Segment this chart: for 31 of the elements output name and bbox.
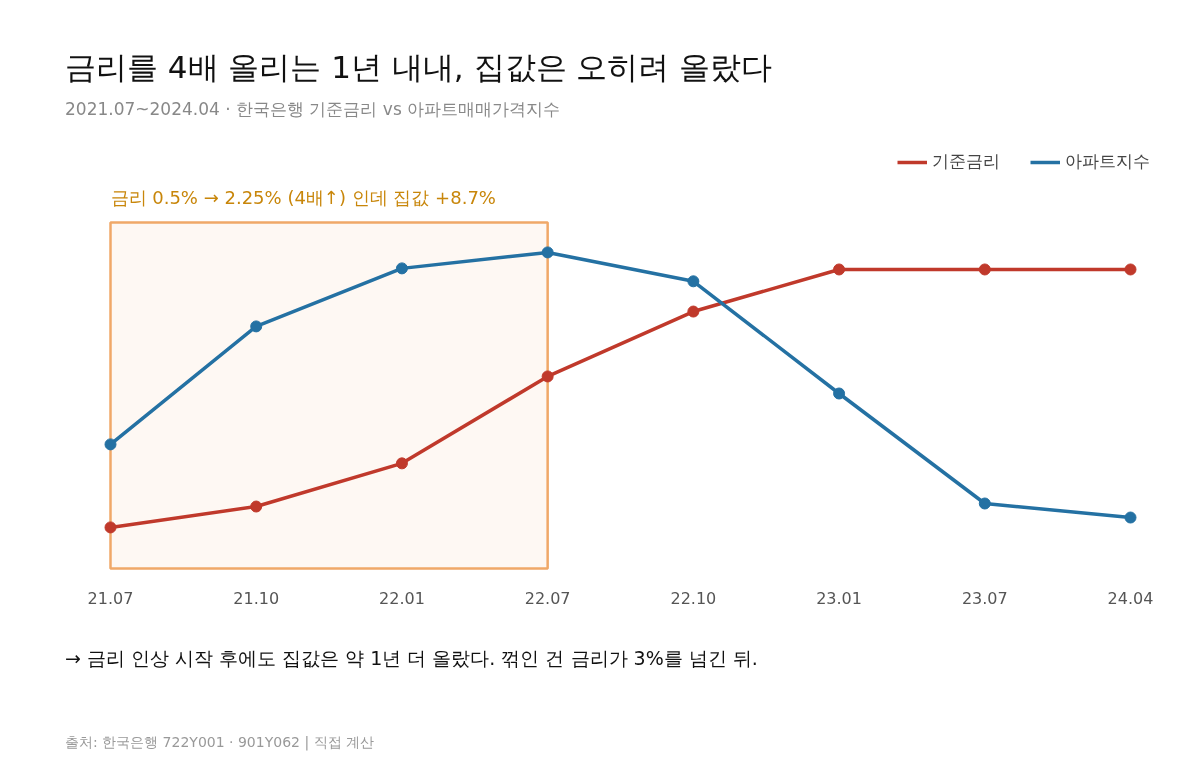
point: [1124, 511, 1137, 524]
x-tick-label: 24.04: [1107, 588, 1154, 608]
point: [978, 263, 991, 276]
point: [978, 497, 991, 510]
point: [687, 305, 700, 318]
point: [541, 246, 554, 259]
x-tick-label: 21.07: [87, 588, 134, 608]
legend-label: 아파트지수: [1065, 150, 1150, 173]
point: [250, 320, 263, 333]
x-tick-label: 21.10: [233, 588, 280, 608]
x-tick-label: 23.01: [816, 588, 862, 608]
point: [395, 457, 408, 470]
point: [104, 438, 117, 451]
x-tick-label: 22.01: [379, 588, 425, 608]
chart-subtitle: 2021.07~2024.04 · 한국은행 기준금리 vs 아파트매매가격지수: [65, 98, 562, 122]
point: [833, 387, 846, 400]
point: [250, 500, 263, 513]
source-note: 출처: 한국은행 722Y001 · 901Y062 | 직접 계산: [65, 733, 376, 753]
x-tick-label: 22.10: [670, 588, 717, 608]
x-tick-label: 22.07: [524, 588, 571, 608]
point: [395, 262, 408, 275]
point: [104, 521, 117, 534]
point: [541, 370, 554, 383]
point: [687, 275, 700, 288]
band-label: 금리 0.5% → 2.25% (4배↑) 인데 집값 +8.7%: [110, 187, 496, 209]
x-tick-label: 23.07: [961, 588, 1008, 608]
point: [833, 263, 846, 276]
chart-title: 금리를 4배 올리는 1년 내내, 집값은 오히려 올랐다: [65, 48, 773, 87]
legend-label: 기준금리: [932, 150, 1000, 173]
text: → 금리 인상 시작 후에도 집값은 약 1년 더 올랐다. 꺾인 건 금리가 3%를 넘긴 뒤.: [65, 646, 758, 671]
point: [1124, 263, 1137, 276]
